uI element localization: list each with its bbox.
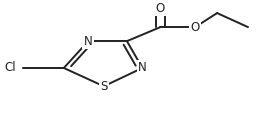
Text: Cl: Cl xyxy=(4,61,16,74)
Text: N: N xyxy=(138,61,147,74)
Text: O: O xyxy=(191,21,200,34)
Text: S: S xyxy=(100,80,107,93)
Text: O: O xyxy=(156,2,165,15)
Text: N: N xyxy=(84,35,93,48)
